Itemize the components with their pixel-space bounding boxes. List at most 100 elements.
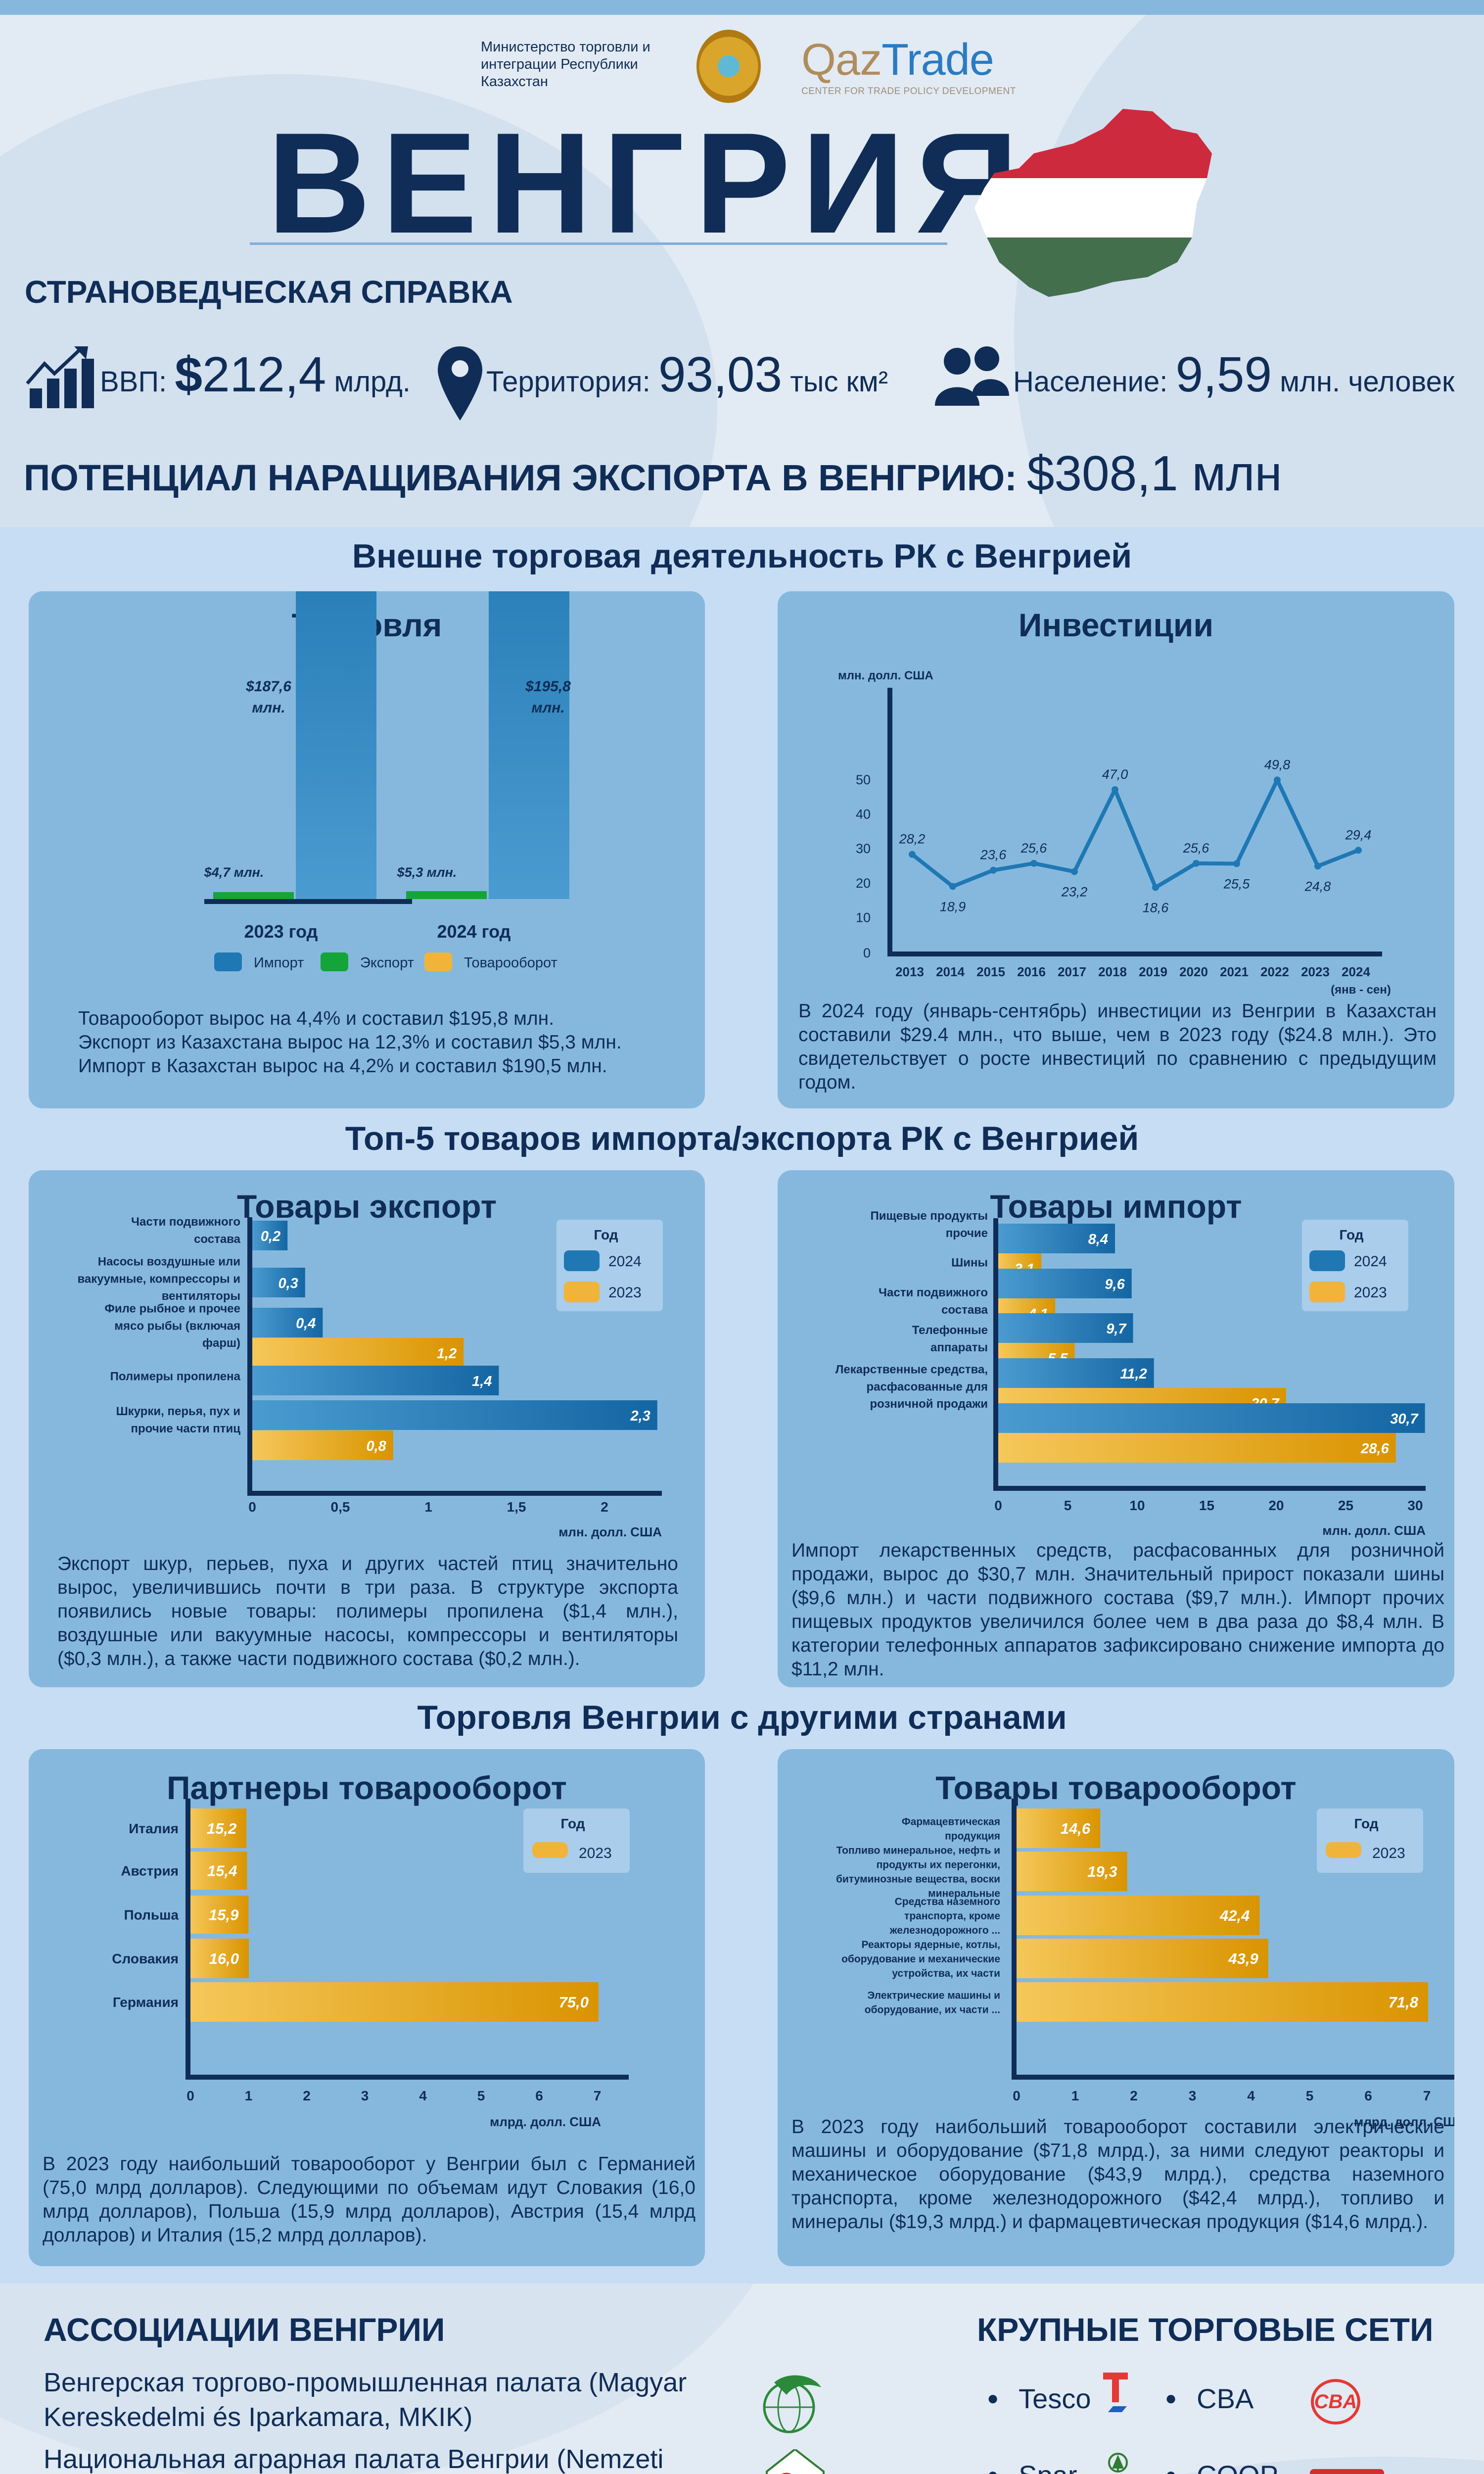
category-label: продукты их перегонки, bbox=[877, 1859, 1000, 1871]
category-label: Лекарственные средства, bbox=[835, 1363, 988, 1377]
bar-value-label: 9,6 bbox=[1105, 1277, 1125, 1292]
x-tick-label: 2 bbox=[601, 1499, 608, 1515]
x-axis bbox=[1012, 2075, 1454, 2080]
category-label: Италия bbox=[129, 1821, 179, 1836]
investment-card: Инвестиции млн. долл. США 0 10 20 30 40 50 28,2… bbox=[778, 591, 1454, 1108]
x-axis-title: млрд. долл. США bbox=[1354, 2114, 1454, 2129]
bar-value-label: 0,8 bbox=[366, 1438, 386, 1454]
bar-value-label: 8,4 bbox=[1088, 1232, 1108, 1247]
export-bar bbox=[406, 891, 487, 899]
x-tick-label: 4 bbox=[419, 2088, 427, 2103]
bar-2024 bbox=[998, 1403, 1425, 1433]
x-tick-label: 0,5 bbox=[331, 1499, 350, 1515]
data-point bbox=[1152, 884, 1159, 891]
category-label: аппараты bbox=[930, 1341, 988, 1354]
import-bar bbox=[489, 591, 569, 899]
export-summary: Экспорт шкур, перьев, пуха и других част… bbox=[57, 1553, 678, 1669]
legend-swatch bbox=[214, 952, 242, 971]
population-label: Население: bbox=[1013, 366, 1168, 398]
x-tick-label: 1 bbox=[1071, 2088, 1079, 2103]
people-icon bbox=[935, 346, 1009, 406]
bar-2024 bbox=[998, 1358, 1154, 1388]
export-goods-chart: Части подвижного состава 0,2 Насосы воздушн… bbox=[77, 1215, 663, 1539]
category-label: Реакторы ядерные, котлы, bbox=[862, 1939, 1001, 1951]
bar-2024 bbox=[998, 1224, 1115, 1253]
goods-turnover-card: Товары товарооборот Фармацевтическая прод… bbox=[778, 1749, 1454, 2266]
category-label: мясо рыбы (включая bbox=[114, 1319, 240, 1332]
y-axis bbox=[887, 688, 892, 954]
association-mkik: Венгерская торгово-промышленная палата (… bbox=[44, 2368, 687, 2432]
category-label: Словакия bbox=[112, 1951, 179, 1966]
data-label: 47,0 bbox=[1102, 767, 1128, 782]
card-title: Партнеры товарооборот bbox=[166, 1769, 567, 1806]
section-title-top5: Топ-5 товаров импорта/экспорта РК с Венг… bbox=[345, 1120, 1139, 1157]
x-tick-label: 5 bbox=[477, 2088, 485, 2103]
chain-name: COOP bbox=[1197, 2459, 1278, 2474]
data-label: 25,6 bbox=[1020, 841, 1048, 856]
bar-value-label: 43,9 bbox=[1228, 1950, 1258, 1967]
category-label: Польша bbox=[124, 1907, 179, 1923]
bar-value-label: 15,9 bbox=[209, 1906, 239, 1924]
bar-value-label: 0,3 bbox=[278, 1276, 298, 1291]
data-label: 23,2 bbox=[1061, 885, 1088, 900]
investment-line bbox=[911, 778, 1359, 890]
bar-2023 bbox=[1017, 1939, 1268, 1978]
legend-label: 2024 bbox=[608, 1253, 642, 1270]
turnover-label: млн. bbox=[531, 700, 564, 716]
bullet-icon: ● bbox=[987, 2464, 999, 2474]
export-potential: ПОТЕНЦИАЛ НАРАЩИВАНИЯ ЭКСПОРТА В ВЕНГРИЮ… bbox=[24, 445, 1282, 502]
bullet-icon: ● bbox=[987, 2387, 999, 2409]
x-tick-label: 2017 bbox=[1058, 964, 1086, 979]
x-tick-label: 0 bbox=[994, 1498, 1002, 1513]
associations-title: АССОЦИАЦИИ ВЕНГРИИ bbox=[44, 2311, 445, 2348]
x-tick-label: 7 bbox=[1423, 2088, 1431, 2103]
bar-2023 bbox=[998, 1433, 1396, 1463]
bar-2023 bbox=[1017, 1852, 1127, 1891]
x-tick-label: 0 bbox=[248, 1499, 256, 1515]
x-tick-label: 2024 bbox=[1342, 964, 1370, 979]
x-tick-label: 2021 bbox=[1220, 964, 1249, 979]
logo-q: Q bbox=[801, 35, 836, 85]
category-label: Австрия bbox=[121, 1863, 179, 1879]
bar-2023 bbox=[190, 1896, 249, 1934]
retail-chains-title: КРУПНЫЕ ТОРГОВЫЕ СЕТИ bbox=[977, 2311, 1434, 2348]
category-label: оборудование, их части ... bbox=[865, 2004, 1000, 2016]
export-potential-label: ПОТЕНЦИАЛ НАРАЩИВАНИЯ ЭКСПОРТА В ВЕНГРИЮ… bbox=[24, 457, 1017, 498]
bar-2024 bbox=[252, 1400, 657, 1430]
legend-swatch bbox=[1309, 1282, 1345, 1302]
x-axis bbox=[204, 899, 405, 904]
bar-2023 bbox=[190, 1982, 599, 2022]
x-tick-label: 6 bbox=[1364, 2088, 1372, 2103]
card-title: Инвестиции bbox=[1018, 607, 1214, 643]
category-label: Шины bbox=[951, 1256, 988, 1269]
card-title: Товары экспорт bbox=[236, 1188, 497, 1225]
bar-value-label: 15,4 bbox=[207, 1862, 237, 1880]
investment-summary: В 2024 году (январь-сентябрь) инвестиции… bbox=[798, 1000, 1437, 1093]
bar-2023 bbox=[190, 1939, 249, 1978]
category-label: Пищевые продукты bbox=[870, 1209, 988, 1223]
bar-2023 bbox=[252, 1338, 464, 1368]
x-tick-label: 3 bbox=[1189, 2088, 1197, 2103]
y-axis bbox=[247, 1217, 252, 1496]
legend-label: 2023 bbox=[1354, 1285, 1387, 1301]
hero-section bbox=[0, 15, 1484, 527]
bar-value-label: 11,2 bbox=[1120, 1366, 1147, 1382]
bar-value-label: 75,0 bbox=[559, 1994, 589, 2011]
x-tick-label: 2 bbox=[1130, 2088, 1138, 2103]
legend-title: Год bbox=[1354, 1816, 1379, 1831]
gdp-value: 212,4 bbox=[202, 347, 326, 402]
title-underline bbox=[250, 242, 947, 245]
x-tick-label: 6 bbox=[535, 2088, 543, 2103]
population-unit: млн. человек bbox=[1280, 366, 1455, 398]
trade-card: Торговля $4,7 млн.$182,5млн.$187,6млн.20… bbox=[29, 591, 705, 1108]
bar-value-label: 2,3 bbox=[630, 1408, 650, 1424]
data-point bbox=[1071, 868, 1078, 875]
x-axis-title: млн. долл. США bbox=[558, 1524, 662, 1539]
x-tick-label: 1 bbox=[424, 1499, 432, 1515]
data-point bbox=[949, 883, 956, 890]
legend-swatch bbox=[424, 952, 452, 971]
category-label: минеральные bbox=[928, 1888, 1000, 1900]
bar-value-label: 42,4 bbox=[1219, 1907, 1250, 1924]
category-label: вакуумные, компрессоры и bbox=[77, 1272, 240, 1285]
card-title: Товары импорт bbox=[990, 1188, 1242, 1225]
